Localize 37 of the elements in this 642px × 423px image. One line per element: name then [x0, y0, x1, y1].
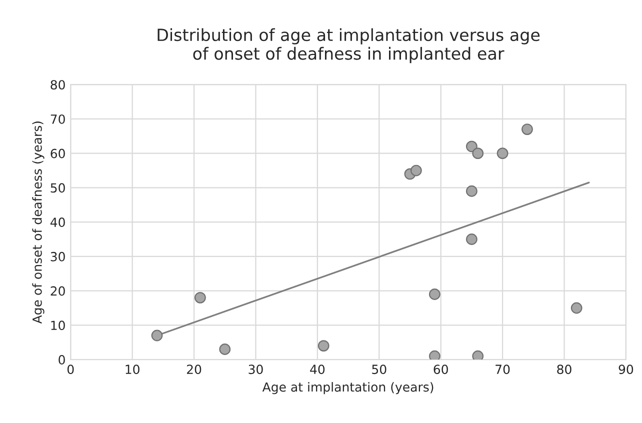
x-axis-title: Age at implantation (years): [262, 382, 434, 394]
point: [428, 350, 440, 360]
x-tick-label: 80: [557, 364, 572, 374]
point: [428, 288, 440, 300]
x-tick-label: 0: [67, 364, 74, 374]
y-tick-label: 40: [50, 218, 65, 227]
point: [466, 185, 478, 197]
point: [496, 148, 508, 160]
y-tick-label: 20: [50, 286, 65, 296]
x-tick-label: 20: [186, 364, 202, 374]
x-tick-label: 60: [434, 364, 448, 374]
point: [466, 140, 478, 152]
point: [151, 330, 163, 342]
x-tick-label: 70: [496, 364, 510, 374]
x-tick-label: 30: [248, 364, 263, 374]
point: [219, 344, 231, 355]
point: [522, 124, 533, 135]
point: [570, 302, 582, 314]
y-tick-label: 80: [50, 80, 65, 90]
y-tick-label: 0: [58, 355, 65, 364]
x-tick-label: 40: [310, 364, 325, 374]
point: [410, 164, 422, 176]
x-tick-label: 90: [618, 364, 634, 374]
chart-title: Distribution of age at implantation versus age of onset of deafness in implanted ear: [158, 28, 540, 64]
point: [466, 234, 478, 245]
y-tick-label: 10: [51, 320, 65, 330]
y-tick-label: 30: [50, 252, 65, 262]
y-tick-label: 50: [50, 183, 65, 193]
point: [194, 292, 206, 304]
point: [318, 340, 330, 352]
y-tick-label: 60: [50, 148, 65, 158]
point: [472, 350, 484, 360]
x-tick-label: 10: [126, 364, 140, 374]
y-tick-label: 70: [50, 114, 65, 124]
point: [472, 148, 484, 160]
y-axis-title: Age of onset of deafness (years): [32, 122, 44, 324]
x-tick-label: 50: [372, 364, 386, 374]
